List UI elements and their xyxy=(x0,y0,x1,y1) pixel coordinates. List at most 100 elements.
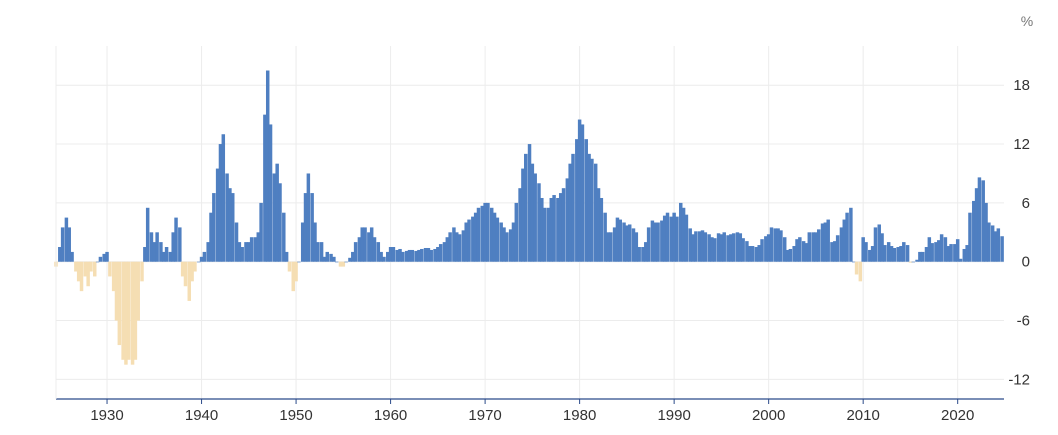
data-bar xyxy=(265,70,270,262)
data-bar xyxy=(618,219,622,262)
data-bar xyxy=(707,234,711,262)
data-bar xyxy=(111,261,116,292)
data-bar xyxy=(679,202,683,262)
data-bar xyxy=(155,232,159,262)
data-bar xyxy=(108,261,112,277)
data-bar xyxy=(247,242,251,262)
x-tick-label: 1960 xyxy=(374,407,407,424)
data-bar xyxy=(363,227,367,262)
data-bar xyxy=(757,245,761,262)
data-bar xyxy=(958,258,963,262)
data-bar xyxy=(316,242,320,262)
data-bar xyxy=(351,251,355,262)
data-bar xyxy=(703,232,708,262)
data-bar xyxy=(83,261,88,277)
data-bar xyxy=(748,246,752,262)
data-bar xyxy=(937,240,941,262)
data-bar xyxy=(445,237,450,262)
data-bar xyxy=(505,232,509,262)
data-bar xyxy=(187,261,192,301)
data-bar xyxy=(332,256,336,262)
data-bar xyxy=(282,212,286,262)
data-bar xyxy=(977,177,982,262)
data-bar xyxy=(471,216,475,262)
data-bar xyxy=(580,124,585,262)
data-bar xyxy=(420,248,424,262)
data-bar xyxy=(527,144,532,262)
data-bar xyxy=(766,234,771,262)
data-bar xyxy=(726,235,730,262)
data-bar xyxy=(713,238,717,262)
data-bar xyxy=(114,261,119,321)
data-bar xyxy=(206,242,210,262)
data-bar xyxy=(442,242,447,262)
data-bar xyxy=(190,261,194,282)
data-bar xyxy=(870,246,875,262)
data-bar xyxy=(196,261,201,263)
data-bar xyxy=(641,247,645,262)
data-bar xyxy=(164,247,169,262)
data-bar xyxy=(244,242,248,262)
data-bar xyxy=(552,195,556,262)
data-bar xyxy=(344,261,348,263)
data-bar xyxy=(731,233,736,262)
data-bar xyxy=(379,251,383,262)
data-bar xyxy=(86,261,90,287)
data-bar xyxy=(949,244,953,262)
data-bar xyxy=(452,227,456,262)
data-bar xyxy=(89,261,93,272)
data-bar xyxy=(159,242,163,262)
data-bar xyxy=(540,197,544,262)
data-bar xyxy=(287,261,292,272)
x-tick-label: 1990 xyxy=(657,407,690,424)
data-bar xyxy=(508,229,513,262)
data-bar xyxy=(398,248,402,262)
data-bar xyxy=(974,188,979,262)
data-bar xyxy=(499,222,503,262)
data-bar xyxy=(577,119,582,262)
data-bar xyxy=(745,241,749,262)
data-bar xyxy=(1000,236,1004,262)
data-bar xyxy=(896,247,900,262)
data-bar xyxy=(338,261,343,267)
data-bar xyxy=(934,242,938,262)
data-bar xyxy=(568,163,572,262)
data-bar xyxy=(278,183,282,262)
data-bar xyxy=(533,173,537,262)
data-bar xyxy=(716,233,721,262)
data-bar xyxy=(433,248,437,262)
data-bar xyxy=(719,234,724,262)
data-bar xyxy=(464,222,468,262)
data-bar xyxy=(256,232,261,262)
data-bar xyxy=(851,261,856,263)
y-tick-label: 18 xyxy=(1013,77,1030,94)
data-bar xyxy=(996,228,1001,262)
data-bar xyxy=(556,197,560,262)
data-bar xyxy=(268,124,273,262)
data-bar xyxy=(697,231,702,262)
data-bar xyxy=(653,222,657,262)
data-bar xyxy=(426,247,431,262)
data-bar xyxy=(984,202,988,262)
x-tick-label: 1970 xyxy=(468,407,501,424)
data-bar xyxy=(830,242,834,262)
data-bar xyxy=(558,193,563,262)
data-bar xyxy=(833,241,837,262)
data-bar xyxy=(74,261,78,272)
data-bar xyxy=(306,173,311,262)
data-bar xyxy=(675,216,679,262)
data-bar xyxy=(297,261,301,263)
data-bar xyxy=(924,247,929,262)
data-bar xyxy=(646,227,651,262)
data-bar xyxy=(524,153,528,262)
data-bar xyxy=(987,222,991,262)
data-bar xyxy=(58,247,62,262)
data-bar xyxy=(149,232,154,262)
x-tick-label: 2000 xyxy=(752,407,785,424)
data-bar xyxy=(760,239,764,262)
data-bar xyxy=(486,202,490,262)
data-bar xyxy=(382,256,386,262)
data-bar xyxy=(348,257,352,262)
data-bar xyxy=(329,253,333,262)
data-bar xyxy=(357,237,362,262)
